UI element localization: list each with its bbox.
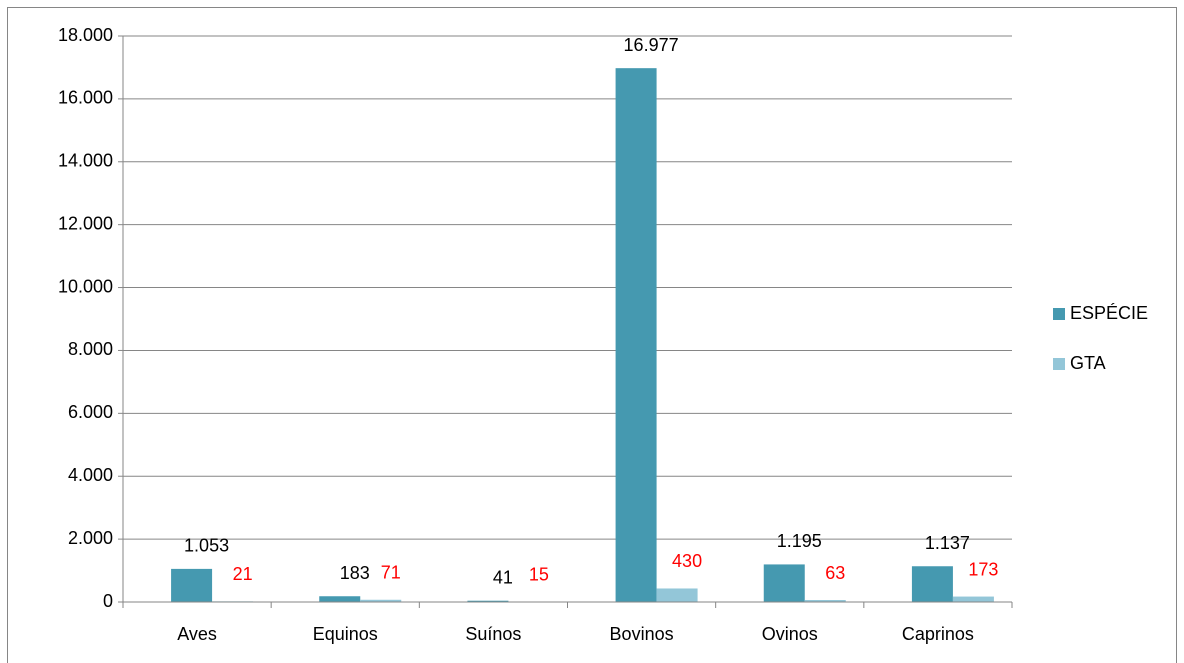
data-label: 71 — [381, 563, 401, 583]
x-tick-label: Aves — [177, 624, 217, 644]
x-tick-label: Equinos — [313, 624, 378, 644]
y-tick-label: 16.000 — [58, 88, 113, 108]
data-label: 41 — [493, 567, 513, 587]
x-tick-label: Caprinos — [902, 624, 974, 644]
data-label: 63 — [825, 563, 845, 583]
y-tick-label: 18.000 — [58, 25, 113, 45]
x-tick-label: Suínos — [465, 624, 521, 644]
bar — [467, 600, 509, 602]
legend-label: ESPÉCIE — [1070, 303, 1148, 323]
bar — [763, 564, 805, 602]
y-tick-label: 14.000 — [58, 151, 113, 171]
bar — [319, 596, 361, 602]
y-tick-label: 8.000 — [68, 339, 113, 359]
data-label: 430 — [672, 551, 702, 571]
data-label: 1.195 — [777, 531, 822, 551]
x-tick-label: Bovinos — [610, 624, 674, 644]
y-tick-label: 0 — [103, 591, 113, 611]
legend-swatch — [1053, 308, 1065, 320]
data-label: 173 — [968, 559, 998, 579]
y-tick-label: 12.000 — [58, 213, 113, 233]
data-label: 183 — [340, 563, 370, 583]
bar — [360, 599, 402, 602]
bar — [804, 600, 846, 602]
data-label: 1.053 — [184, 536, 229, 556]
legend-swatch — [1053, 358, 1065, 370]
bar — [952, 596, 994, 602]
y-tick-label: 6.000 — [68, 402, 113, 422]
data-label: 21 — [233, 564, 253, 584]
chart-border — [7, 7, 1177, 663]
bar — [656, 588, 698, 602]
data-label: 16.977 — [624, 35, 679, 55]
y-tick-label: 2.000 — [68, 528, 113, 548]
legend-label: GTA — [1070, 353, 1106, 373]
y-tick-label: 10.000 — [58, 276, 113, 296]
data-label: 15 — [529, 564, 549, 584]
bar — [615, 68, 657, 602]
data-label: 1.137 — [925, 533, 970, 553]
x-tick-label: Ovinos — [762, 624, 818, 644]
bar — [911, 566, 953, 602]
y-tick-label: 4.000 — [68, 465, 113, 485]
bar — [171, 568, 213, 602]
